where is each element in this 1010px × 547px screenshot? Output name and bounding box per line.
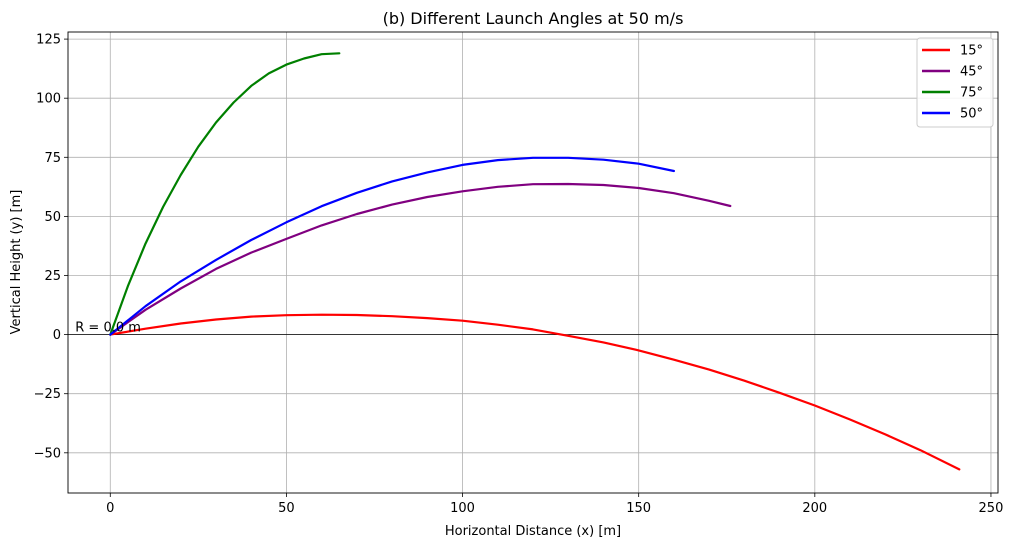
y-tick-label: 25	[44, 269, 61, 284]
plot-frame	[67, 31, 999, 494]
x-tick-label: 150	[626, 501, 651, 516]
legend-label: 50°	[960, 107, 983, 122]
x-axis-ticks: 0 50 100 150 200 250	[106, 493, 1003, 516]
series-lines	[109, 52, 961, 471]
series-line	[109, 313, 961, 471]
y-tick-label: 0	[53, 328, 61, 343]
x-tick-label: 0	[106, 501, 114, 516]
y-tick-label: −50	[34, 446, 61, 461]
legend-label: 15°	[960, 44, 983, 59]
x-tick-label: 50	[278, 501, 295, 516]
legend-label: 75°	[960, 86, 983, 101]
range-annotation: R = 0.0 m	[75, 321, 141, 336]
legend: 15° 45° 75° 50°	[916, 37, 994, 128]
y-tick-label: 100	[36, 92, 61, 107]
x-tick-label: 250	[979, 501, 1004, 516]
legend-label: 45°	[960, 65, 983, 80]
series-line	[109, 182, 732, 336]
y-tick-label: 125	[36, 33, 61, 48]
y-axis-label: Vertical Height (y) [m]	[9, 190, 24, 335]
y-axis-ticks: −50 −25 0 25 50 75 100 125	[34, 33, 68, 461]
legend-box	[916, 37, 994, 128]
x-tick-label: 200	[802, 501, 827, 516]
y-tick-label: 75	[44, 151, 61, 166]
chart-title: (b) Different Launch Angles at 50 m/s	[383, 9, 684, 28]
y-tick-label: 50	[44, 210, 61, 225]
y-tick-label: −25	[34, 387, 61, 402]
x-axis-label: Horizontal Distance (x) [m]	[445, 524, 621, 539]
series-line	[109, 52, 341, 336]
series-line	[109, 156, 676, 336]
x-tick-label: 100	[450, 501, 475, 516]
